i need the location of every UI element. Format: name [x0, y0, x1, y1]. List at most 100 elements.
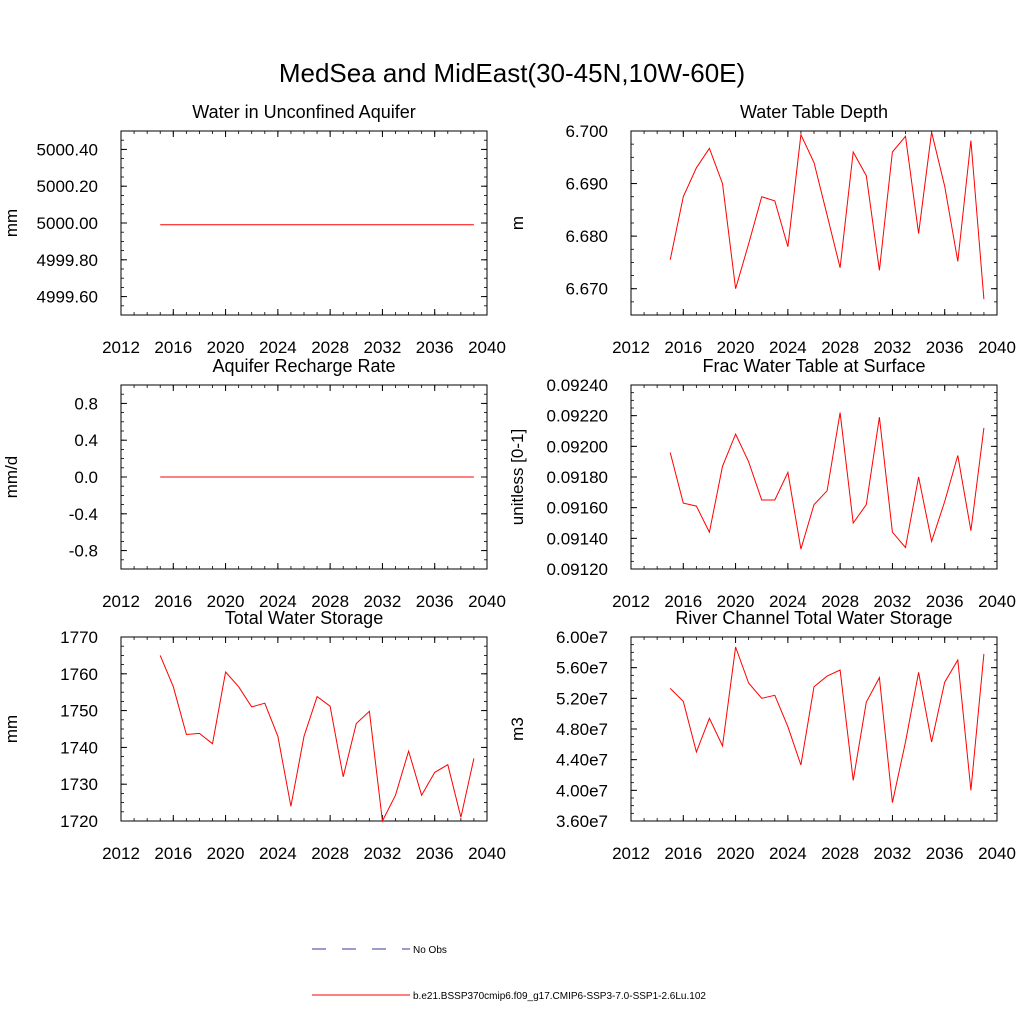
- y-tick-label: 4999.80: [37, 251, 98, 270]
- x-tick-label: 2024: [259, 592, 297, 611]
- x-tick-label: 2016: [154, 844, 192, 863]
- y-tick-label: 1760: [60, 665, 98, 684]
- x-tick-label: 2012: [612, 844, 650, 863]
- y-axis-label: mm: [2, 209, 21, 237]
- x-tick-label: 2028: [821, 338, 859, 357]
- x-tick-label: 2016: [664, 592, 702, 611]
- y-tick-label: 3.60e7: [556, 812, 608, 831]
- x-tick-label: 2040: [468, 844, 506, 863]
- y-tick-label: 5000.40: [37, 140, 98, 159]
- x-tick-label: 2036: [926, 338, 964, 357]
- x-tick-label: 2032: [874, 592, 912, 611]
- y-tick-label: 0.09220: [547, 407, 608, 426]
- legend: No Obs b.e21.BSSP370cmip6.f09_g17.CMIP6-…: [312, 945, 706, 1002]
- chart-panel-5: Total Water Storage mm 2012 2016 2020 2024 202…: [2, 608, 506, 863]
- x-tick-label: 2028: [311, 338, 349, 357]
- x-tick-label: 2040: [468, 592, 506, 611]
- x-tick-label: 2012: [102, 844, 140, 863]
- x-tick-label: 2012: [612, 592, 650, 611]
- y-tick-label: 1740: [60, 738, 98, 757]
- x-tick-label: 2028: [821, 844, 859, 863]
- x-tick-label: 2016: [154, 338, 192, 357]
- series-line: [669, 646, 985, 803]
- chart-panel-4: Frac Water Table at Surface unitless [0-1…: [508, 356, 1016, 611]
- x-tick-label: 2024: [769, 592, 807, 611]
- x-tick-label: 2016: [664, 338, 702, 357]
- y-tick-label: 6.670: [565, 280, 608, 299]
- x-tick-label: 2024: [259, 844, 297, 863]
- x-tick-label: 2024: [769, 338, 807, 357]
- x-tick-label: 2032: [364, 338, 402, 357]
- y-axis-label: m3: [508, 717, 527, 741]
- x-tick-label: 2020: [207, 592, 245, 611]
- x-tick-label: 2040: [978, 844, 1016, 863]
- y-tick-label: 6.690: [565, 175, 608, 194]
- x-tick-label: 2012: [612, 338, 650, 357]
- y-tick-label: 1730: [60, 775, 98, 794]
- x-tick-label: 2020: [717, 592, 755, 611]
- series-line: [159, 655, 475, 823]
- figure-title: MedSea and MidEast(30-45N,10W-60E): [279, 58, 745, 88]
- x-tick-label: 2012: [102, 338, 140, 357]
- x-tick-label: 2028: [821, 592, 859, 611]
- y-tick-label: -0.4: [69, 505, 98, 524]
- y-tick-label: -0.8: [69, 542, 98, 561]
- plot-frame: [120, 130, 488, 316]
- chart-panel-1: Water in Unconfined Aquifer mm 2012 2016 202…: [2, 102, 506, 357]
- y-axis-label: unitless [0-1]: [508, 429, 527, 525]
- y-tick-label: 6.700: [565, 122, 608, 141]
- y-tick-label: 1750: [60, 702, 98, 721]
- panel-title: Frac Water Table at Surface: [702, 356, 925, 376]
- x-tick-label: 2036: [926, 844, 964, 863]
- y-tick-label: 0.09120: [547, 560, 608, 579]
- x-tick-label: 2040: [978, 592, 1016, 611]
- y-tick-label: 6.680: [565, 227, 608, 246]
- x-tick-label: 2040: [468, 338, 506, 357]
- x-tick-label: 2020: [717, 338, 755, 357]
- series-line: [669, 131, 985, 300]
- x-tick-label: 2028: [311, 844, 349, 863]
- chart-panel-2: Water Table Depth m 2012 2016 2020 2024 2028 20…: [508, 102, 1016, 357]
- y-tick-label: 5000.00: [37, 214, 98, 233]
- y-tick-label: 0.09240: [547, 376, 608, 395]
- y-tick-label: 5000.20: [37, 177, 98, 196]
- y-tick-label: 4999.60: [37, 288, 98, 307]
- x-tick-label: 2020: [207, 844, 245, 863]
- y-tick-label: 0.0: [74, 468, 98, 487]
- y-tick-label: 0.09140: [547, 529, 608, 548]
- x-tick-label: 2036: [416, 592, 454, 611]
- y-axis-label: m: [508, 216, 527, 230]
- panel-title: Water Table Depth: [740, 102, 888, 122]
- y-tick-label: 1720: [60, 812, 98, 831]
- x-tick-label: 2036: [416, 338, 454, 357]
- plot-frame: [630, 130, 998, 316]
- panel-title: Water in Unconfined Aquifer: [192, 102, 415, 122]
- y-axis-label: mm: [2, 715, 21, 743]
- series-line: [669, 412, 985, 550]
- y-tick-label: 1770: [60, 628, 98, 647]
- x-tick-label: 2024: [769, 844, 807, 863]
- x-tick-label: 2032: [874, 844, 912, 863]
- x-tick-label: 2032: [364, 592, 402, 611]
- chart-panel-6: River Channel Total Water Storage m3 2012 2…: [508, 608, 1016, 863]
- panel-title: Aquifer Recharge Rate: [212, 356, 395, 376]
- y-tick-label: 5.20e7: [556, 689, 608, 708]
- x-tick-label: 2028: [311, 592, 349, 611]
- y-tick-label: 5.60e7: [556, 659, 608, 678]
- x-tick-label: 2020: [717, 844, 755, 863]
- y-tick-label: 4.00e7: [556, 781, 608, 800]
- y-tick-label: 0.4: [74, 431, 98, 450]
- x-tick-label: 2020: [207, 338, 245, 357]
- plot-frame: [630, 636, 998, 822]
- y-tick-label: 6.00e7: [556, 628, 608, 647]
- x-tick-label: 2012: [102, 592, 140, 611]
- panels: Water in Unconfined Aquifer mm 2012 2016 202…: [2, 102, 1016, 863]
- x-tick-label: 2016: [664, 844, 702, 863]
- x-tick-label: 2036: [926, 592, 964, 611]
- y-tick-label: 4.80e7: [556, 720, 608, 739]
- y-axis-label: mm/d: [2, 456, 21, 499]
- x-tick-label: 2024: [259, 338, 297, 357]
- plot-frame: [630, 384, 998, 570]
- x-tick-label: 2040: [978, 338, 1016, 357]
